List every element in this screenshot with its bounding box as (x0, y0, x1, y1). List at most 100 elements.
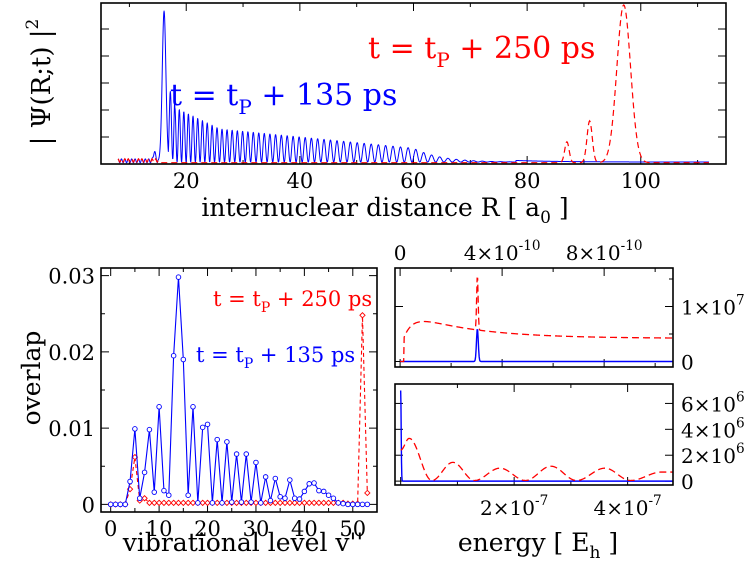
ebot-y-tick-label-base: 2×10 (681, 444, 736, 468)
overlap-point-135 (228, 499, 235, 505)
etop-x-tick-label: 8×10-10 (566, 238, 643, 265)
overlap-point-135 (170, 352, 177, 359)
overlap-point-135 (185, 492, 191, 498)
overlap-point-250 (262, 499, 269, 507)
overlap-y-label: overlap (17, 331, 46, 426)
overlap-point-250 (160, 499, 168, 507)
overlap-point-250 (291, 499, 298, 507)
overlap-point-135 (146, 426, 153, 433)
overlap-point-135 (238, 499, 245, 505)
overlap-point-135 (175, 274, 182, 280)
etop-x-tick-label-exp: -10 (519, 238, 541, 254)
overlap-point-250 (325, 499, 332, 507)
overlap-point-135 (354, 501, 361, 508)
etop-y-tick-label-base: 1×10 (681, 296, 736, 320)
overlap-point-250 (180, 499, 187, 507)
ebot-x-tick-label-exp: -7 (648, 493, 661, 509)
density-x-label: internuclear distance R [ a0 ] (201, 193, 568, 228)
overlap-point-135 (364, 501, 371, 508)
density-panel: t = tP + 135 ps t = tP + 250 ps | Ψ(R;t)… (23, 2, 727, 228)
overlap-point-135 (224, 439, 230, 445)
overlap-point-135 (267, 497, 274, 504)
overlap-point-250 (223, 499, 231, 507)
overlap-point-250 (296, 499, 303, 507)
overlap-point-135 (345, 501, 351, 508)
overlap-point-135 (136, 495, 143, 502)
overlap-x-label: vibrational level v'' (122, 528, 364, 557)
etop-x-tick-label-base: 8×10 (566, 241, 621, 265)
overlap-point-135 (243, 451, 250, 457)
density-series-135 (117, 10, 710, 164)
overlap-point-135 (287, 477, 293, 483)
density-y-label: | Ψ(R;t) |2 (23, 19, 57, 146)
overlap-point-135 (330, 495, 337, 502)
ebot-y-tick-label: 0 (681, 470, 694, 494)
overlap-point-135 (199, 424, 206, 431)
overlap-point-250 (213, 499, 221, 507)
overlap-x-tick-label: 50 (339, 517, 366, 541)
overlap-point-250 (276, 499, 284, 507)
overlap-point-250 (301, 499, 308, 507)
etop-x-tick-label-base: 4×10 (464, 241, 519, 265)
overlap-point-135 (161, 487, 167, 494)
overlap-point-250 (184, 499, 192, 507)
ebot-axes-frame (394, 383, 674, 486)
overlap-point-135 (151, 489, 158, 495)
overlap-point-135 (122, 501, 128, 508)
overlap-point-135 (112, 501, 119, 508)
ebot-y-tick-label-exp: 6 (736, 441, 745, 457)
overlap-y-tick-label: 0.03 (48, 265, 95, 289)
overlap-point-250 (146, 499, 153, 507)
etop-x-tick-label-base: 0 (394, 241, 407, 265)
overlap-point-135 (359, 501, 366, 508)
overlap-point-135 (306, 481, 312, 487)
overlap-point-135 (335, 500, 342, 506)
etop-y-tick-label: 0 (681, 351, 694, 375)
overlap-point-250 (305, 499, 313, 507)
ebot-y-tick-label-base: 4×10 (681, 418, 736, 442)
ebot-y-tick-label-exp: 6 (736, 415, 745, 431)
overlap-y-tick-label: 0 (82, 493, 95, 517)
overlap-point-250 (286, 499, 294, 507)
overlap-point-250 (141, 495, 148, 502)
overlap-point-250 (252, 499, 260, 507)
overlap-point-250 (233, 499, 240, 507)
ebot-x-tick-label-base: 2×10 (480, 496, 535, 520)
overlap-point-135 (107, 501, 114, 508)
overlap-point-135 (253, 459, 259, 466)
overlap-annotation-250: t = tP + 250 ps (213, 287, 372, 316)
density-x-tick-label: 100 (621, 169, 661, 193)
overlap-point-250 (170, 499, 177, 507)
overlap-point-135 (127, 478, 133, 485)
density-x-tick-label: 60 (400, 169, 427, 193)
overlap-point-250 (199, 499, 206, 507)
overlap-point-135 (156, 404, 162, 410)
ebot-y-tick-label: 4×106 (681, 415, 745, 442)
etop-y-tick-label: 1×107 (681, 293, 745, 320)
density-x-tick-label: 40 (286, 169, 313, 193)
overlap-point-135 (214, 436, 220, 443)
overlap-point-135 (117, 501, 124, 508)
overlap-y-tick-label: 0.02 (48, 341, 95, 365)
ebot-series-250 (400, 437, 673, 482)
energy-x-label: energy [ Eh ] (458, 528, 618, 563)
etop-x-tick-label: 4×10-10 (464, 238, 541, 265)
overlap-point-250 (359, 312, 366, 319)
overlap-point-135 (291, 495, 298, 502)
overlap-point-135 (301, 488, 308, 495)
overlap-point-135 (272, 475, 279, 482)
density-x-tick-label: 80 (514, 169, 541, 193)
ebot-y-tick-label: 2×106 (681, 441, 745, 468)
overlap-point-250 (189, 499, 197, 507)
overlap-point-135 (320, 488, 327, 495)
overlap-point-250 (272, 499, 279, 507)
overlap-axes-frame (100, 267, 378, 513)
overlap-x-tick-label: 40 (291, 517, 318, 541)
overlap-point-135 (166, 492, 172, 498)
overlap-series-135-line (110, 277, 368, 505)
overlap-x-tick-label: 20 (194, 517, 221, 541)
overlap-point-250 (364, 489, 371, 497)
overlap-panel: overlap vibrational level v'' t = tP + 2… (17, 265, 378, 557)
overlap-x-tick-label: 0 (104, 517, 117, 541)
